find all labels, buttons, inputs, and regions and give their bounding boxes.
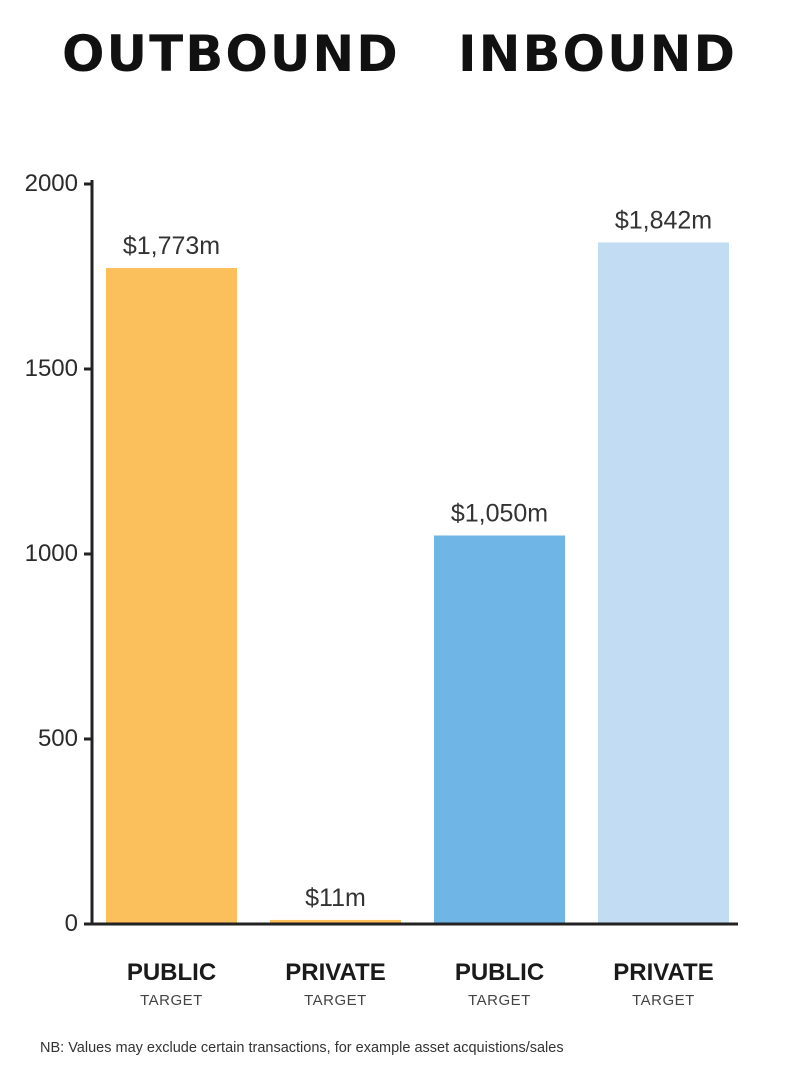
bar [598, 242, 729, 924]
data-label: $1,842m [615, 206, 712, 234]
data-label: $1,050m [451, 500, 548, 528]
bar [106, 267, 237, 924]
bar [270, 919, 401, 924]
y-tick-label: 500 [38, 725, 78, 752]
bar [434, 535, 565, 924]
x-tick-label: PUBLIC [455, 959, 544, 986]
x-tick-label: PUBLIC [127, 959, 216, 986]
inbound-heading: INBOUND [458, 25, 738, 83]
x-tick-sublabel: TARGET [304, 992, 367, 1009]
bar-chart: 0 500 1000 1500 2000 $1,773m PUBLIC TARGET $11m P… [25, 170, 738, 1009]
x-tick-sublabel: TARGET [632, 992, 695, 1009]
x-tick-sublabel: TARGET [140, 992, 203, 1009]
y-tick-label: 0 [65, 910, 78, 937]
data-label: $1,773m [123, 232, 220, 260]
y-tick-label: 2000 [25, 170, 78, 197]
outbound-heading: OUTBOUND [62, 25, 400, 83]
x-tick-label: PRIVATE [613, 959, 713, 986]
x-tick-label: PRIVATE [285, 959, 385, 986]
x-tick-sublabel: TARGET [468, 992, 531, 1009]
footnote: NB: Values may exclude certain transacti… [40, 1040, 564, 1056]
y-tick-label: 1000 [25, 540, 78, 567]
y-tick-label: 1500 [25, 355, 78, 382]
data-label: $11m [305, 884, 366, 912]
